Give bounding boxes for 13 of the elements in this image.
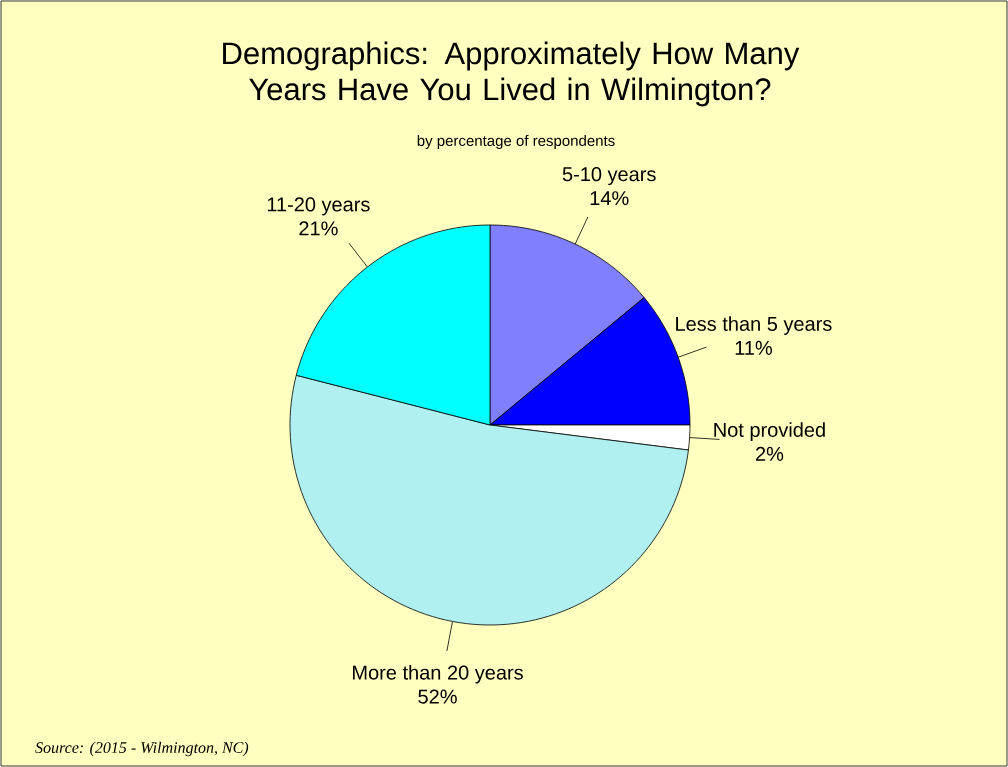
- chart-title: Demographics: Approximately How Many Years Have You Lived in Wilmington?: [223, 41, 800, 107]
- data-label: 2%: [755, 446, 784, 461]
- slice-label: 11-20 years: [267, 197, 370, 216]
- slice-label: More than 20 years: [353, 664, 523, 684]
- data-label: 11%: [735, 340, 773, 355]
- slice-label: 5-10 years: [562, 167, 656, 186]
- chart-subtitle: by percentage of respondents: [417, 135, 615, 149]
- slice-label: Not provided: [714, 422, 825, 441]
- data-label: 14%: [590, 191, 629, 206]
- data-label: 21%: [299, 221, 338, 236]
- source-note: Source: (2015 - Wilmington, NC): [35, 741, 249, 757]
- slice-label: Less than 5 years: [676, 316, 832, 335]
- data-label: 52%: [418, 689, 457, 704]
